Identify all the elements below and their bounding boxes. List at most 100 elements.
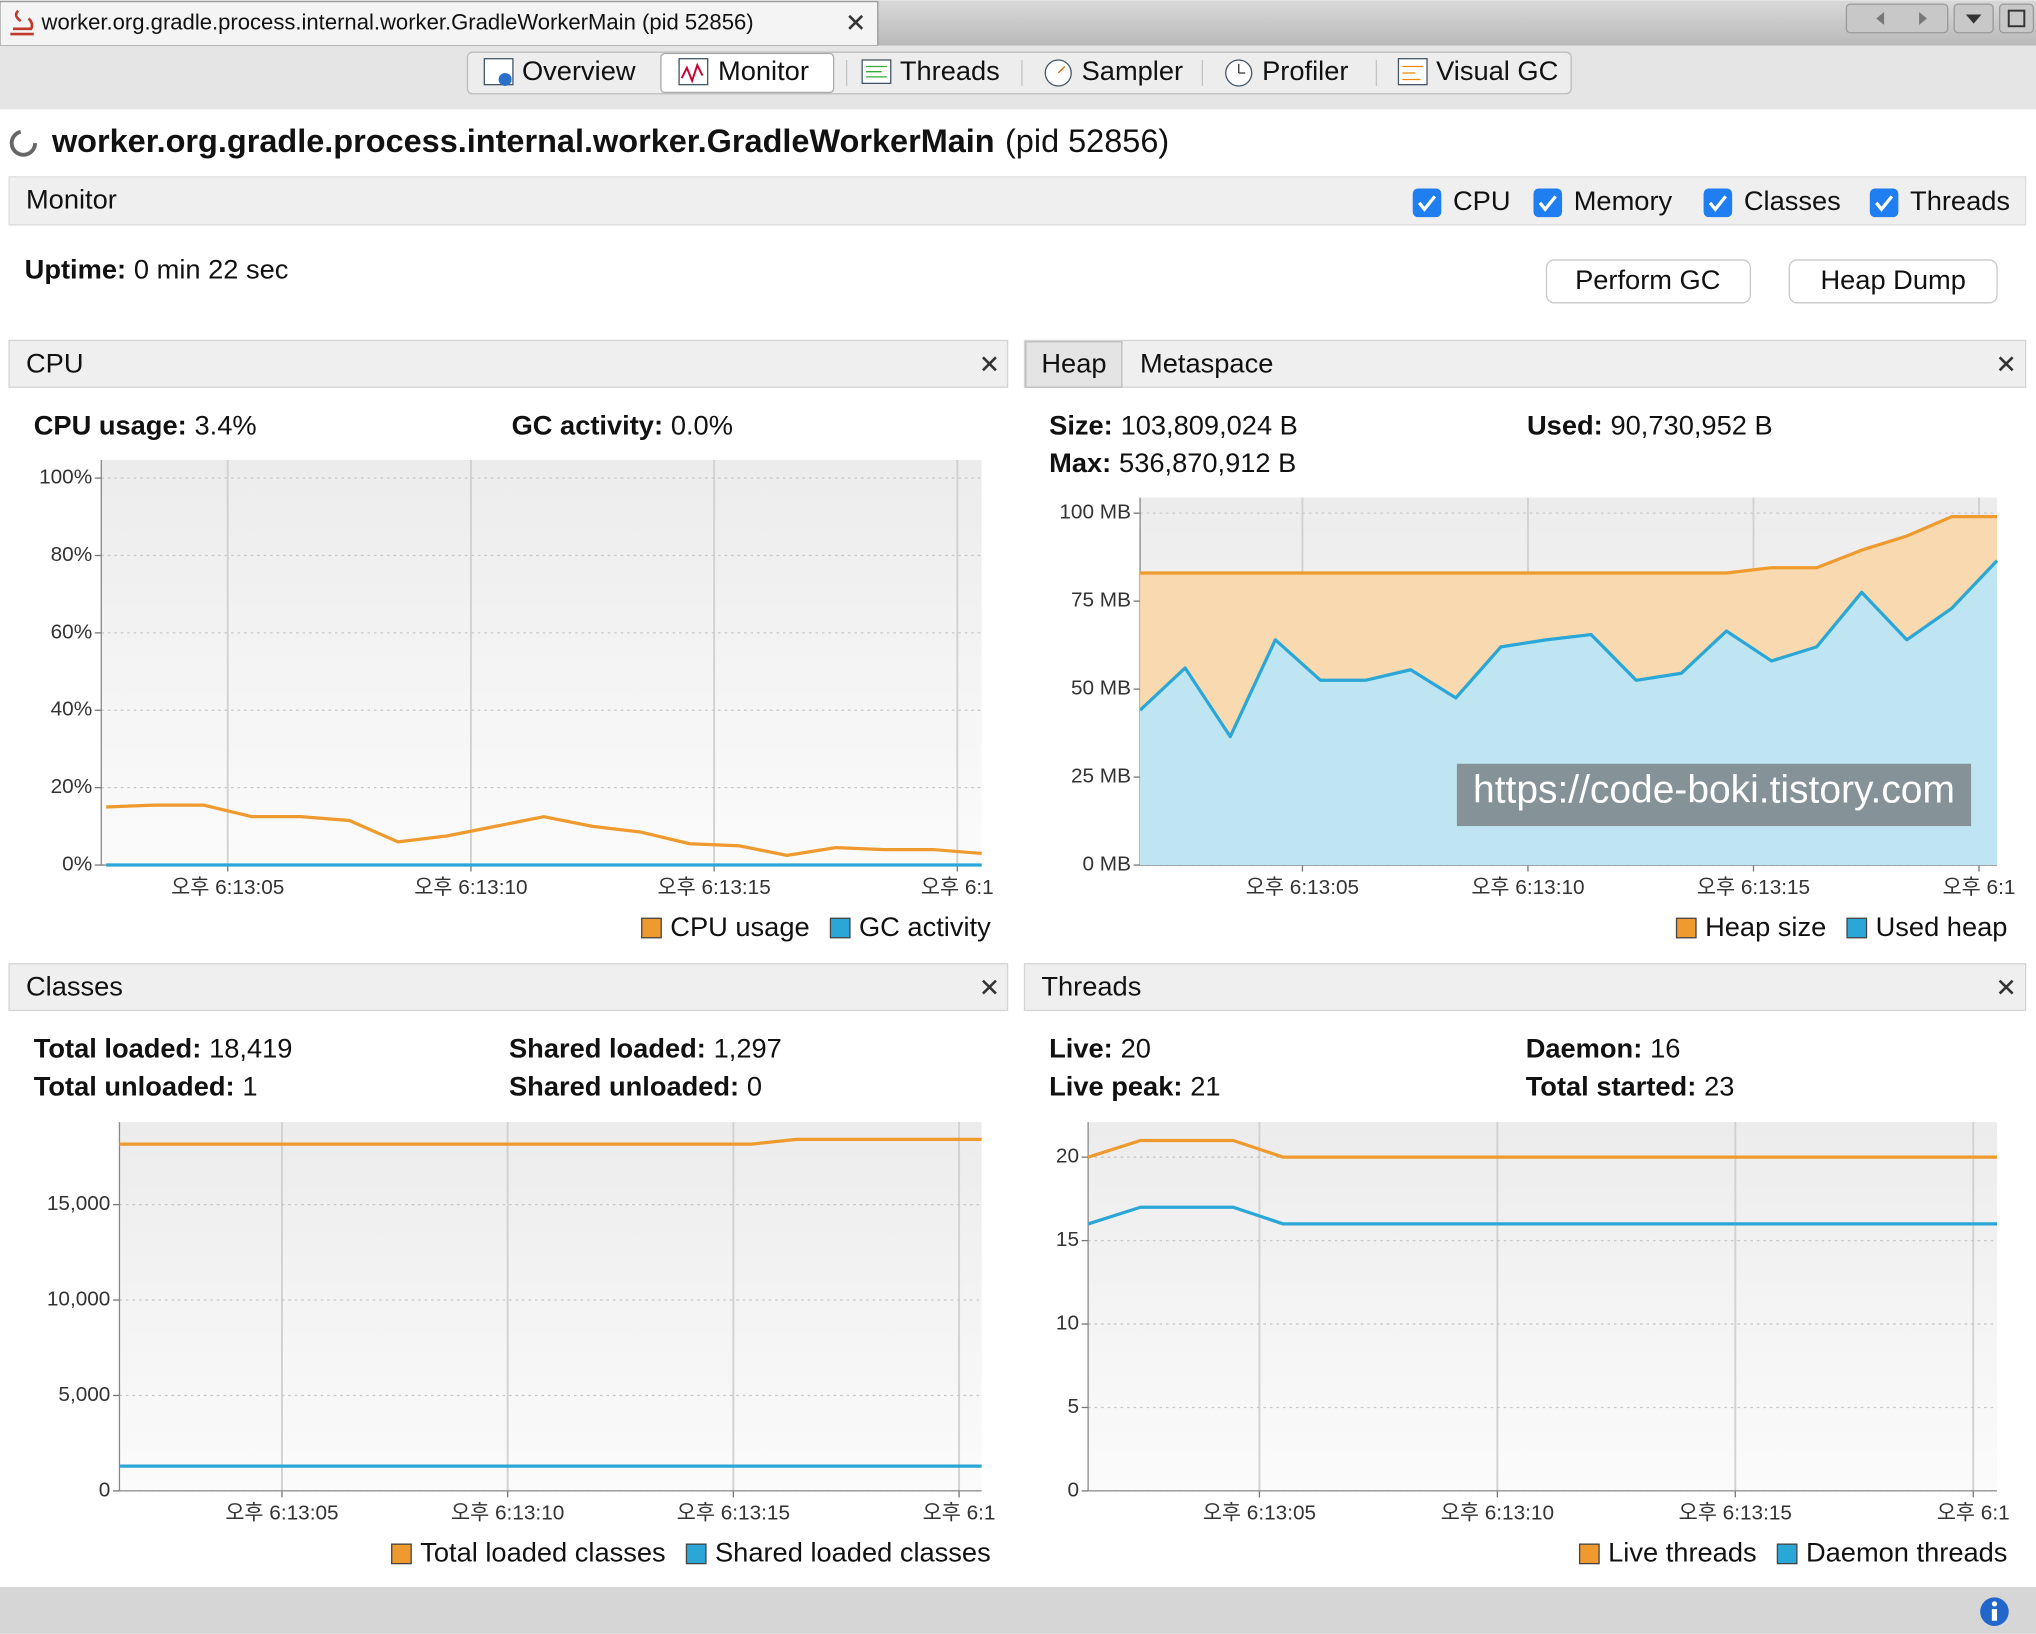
legend-swatch bbox=[1578, 1543, 1600, 1565]
y-tick-label: 20% bbox=[51, 775, 93, 798]
button-label[interactable]: Heap Dump bbox=[1820, 264, 1965, 295]
watermark-bg bbox=[1456, 763, 1972, 827]
tab-label[interactable]: Monitor bbox=[718, 55, 809, 86]
checkbox-label[interactable]: Threads bbox=[1910, 185, 2010, 216]
y-tick-label: 100 MB bbox=[1059, 501, 1131, 524]
checkbox[interactable] bbox=[1533, 188, 1563, 218]
series-line bbox=[1138, 559, 1999, 739]
legend-swatch bbox=[1776, 1543, 1798, 1565]
legend-swatch bbox=[829, 917, 851, 939]
panel-close[interactable] bbox=[1998, 979, 2014, 995]
y-tick-label: 20 bbox=[1056, 1145, 1079, 1168]
series-line bbox=[1140, 515, 1998, 575]
y-tick-label: 15,000 bbox=[47, 1192, 111, 1215]
maximize[interactable] bbox=[1998, 3, 2035, 34]
tab-label[interactable]: Overview bbox=[522, 55, 636, 86]
panel-close[interactable] bbox=[1998, 356, 2014, 372]
y-tick-label: 75 MB bbox=[1071, 589, 1131, 612]
stat: Max: 536,870,912 B bbox=[1049, 447, 1296, 478]
checkbox-label[interactable]: Classes bbox=[1744, 185, 1841, 216]
legend-swatch bbox=[1846, 917, 1868, 939]
button-label[interactable]: Perform GC bbox=[1575, 264, 1720, 295]
checkbox-label[interactable]: Memory bbox=[1574, 185, 1673, 216]
y-tick-label: 10,000 bbox=[47, 1288, 111, 1311]
x-tick-label: 오후 6:13:15 bbox=[657, 876, 770, 899]
stat: GC activity: 0.0% bbox=[512, 410, 733, 441]
legend-label: Used heap bbox=[1876, 911, 2008, 942]
panel-header bbox=[8, 963, 1009, 1012]
panel-header bbox=[8, 339, 1009, 388]
panel-tab-label[interactable]: Heap bbox=[1041, 347, 1106, 378]
checkbox[interactable] bbox=[1703, 188, 1733, 218]
legend-swatch bbox=[685, 1543, 707, 1565]
panel-tab-label[interactable]: Metaspace bbox=[1140, 347, 1273, 378]
x-tick-label: 오후 6:13:05 bbox=[225, 1502, 338, 1525]
plot-area bbox=[1088, 1122, 1998, 1491]
y-tick-label: 0 MB bbox=[1082, 853, 1130, 876]
stat: Size: 103,809,024 B bbox=[1049, 410, 1298, 441]
legend-label: Total loaded classes bbox=[420, 1537, 665, 1568]
y-tick-label: 0% bbox=[62, 853, 92, 876]
monitor-title: Monitor bbox=[26, 184, 117, 215]
legend-swatch bbox=[391, 1543, 412, 1565]
series-line bbox=[1087, 1205, 1998, 1226]
legend-label: Daemon threads bbox=[1806, 1537, 2007, 1568]
y-tick-label: 40% bbox=[51, 698, 93, 721]
x-tick-label: 오후 6:13:10 bbox=[451, 1502, 564, 1525]
plot-area bbox=[119, 1122, 982, 1491]
y-tick-label: 15 bbox=[1056, 1228, 1079, 1251]
stat: Live: 20 bbox=[1049, 1033, 1151, 1064]
legend-label: Heap size bbox=[1705, 911, 1826, 942]
panel-tab[interactable] bbox=[1025, 341, 1123, 388]
tab-scroll[interactable] bbox=[1845, 3, 1949, 34]
tab-label[interactable]: Sampler bbox=[1082, 55, 1183, 86]
button[interactable] bbox=[1788, 259, 1998, 304]
x-tick-label: 오후 6:13:10 bbox=[414, 876, 527, 899]
x-tick-label: 오후 6:13:15 bbox=[1697, 876, 1810, 899]
legend-label: GC activity bbox=[859, 911, 991, 942]
overlay: https://code-boki.tistory.com bbox=[1456, 763, 1972, 827]
watermark: https://code-boki.tistory.com bbox=[1473, 769, 1955, 812]
panel-title: Threads bbox=[1041, 971, 1141, 1002]
panel-title: Classes bbox=[26, 971, 123, 1002]
panel-close[interactable] bbox=[982, 356, 997, 372]
legend-label: CPU usage bbox=[670, 911, 809, 942]
checkbox[interactable] bbox=[1869, 188, 1899, 218]
checkboxes bbox=[1412, 188, 1899, 218]
checkbox-label[interactable]: CPU bbox=[1453, 185, 1511, 216]
y-tick-label: 5,000 bbox=[58, 1383, 110, 1406]
stat: Total loaded: 18,419 bbox=[34, 1033, 293, 1064]
app-header: worker.org.gradle.process.internal.worke… bbox=[51, 123, 1169, 159]
legend-swatch bbox=[641, 917, 662, 939]
tab-label[interactable]: Profiler bbox=[1262, 55, 1348, 86]
button[interactable] bbox=[1545, 259, 1751, 304]
stat: Total unloaded: 1 bbox=[34, 1071, 258, 1102]
monitor-bar bbox=[8, 176, 2027, 226]
y-tick-label: 25 MB bbox=[1071, 765, 1131, 788]
stat: Live peak: 21 bbox=[1049, 1071, 1220, 1102]
x-tick-label: 오후 6:13:05 bbox=[1203, 1502, 1316, 1525]
y-tick-label: 80% bbox=[51, 543, 93, 566]
checkbox[interactable] bbox=[1412, 188, 1442, 218]
stat: Daemon: 16 bbox=[1526, 1033, 1681, 1064]
document-tab[interactable] bbox=[0, 0, 879, 47]
panel-header bbox=[1023, 339, 2027, 388]
x-tick-label: 오후 6:13:10 bbox=[1471, 876, 1584, 899]
tab-close[interactable] bbox=[848, 14, 864, 30]
y-tick-label: 0 bbox=[1067, 1478, 1079, 1501]
tab-label[interactable]: Threads bbox=[900, 55, 1000, 86]
stat: Total started: 23 bbox=[1526, 1071, 1735, 1102]
y-tick-label: 0 bbox=[99, 1478, 111, 1501]
x-tick-label: 오후 6:1 bbox=[1943, 876, 2016, 899]
x-tick-label: 오후 6:13:05 bbox=[171, 876, 284, 899]
legend-label: Live threads bbox=[1608, 1537, 1756, 1568]
tab-title: worker.org.gradle.process.internal.worke… bbox=[41, 9, 754, 34]
y-tick-label: 10 bbox=[1056, 1312, 1079, 1335]
series-line bbox=[106, 803, 982, 857]
panel-close[interactable] bbox=[982, 979, 997, 995]
legend-label: Shared loaded classes bbox=[715, 1537, 991, 1568]
tab-label[interactable]: Visual GC bbox=[1436, 55, 1558, 86]
y-tick-label: 100% bbox=[39, 466, 92, 489]
spinner bbox=[9, 129, 38, 157]
